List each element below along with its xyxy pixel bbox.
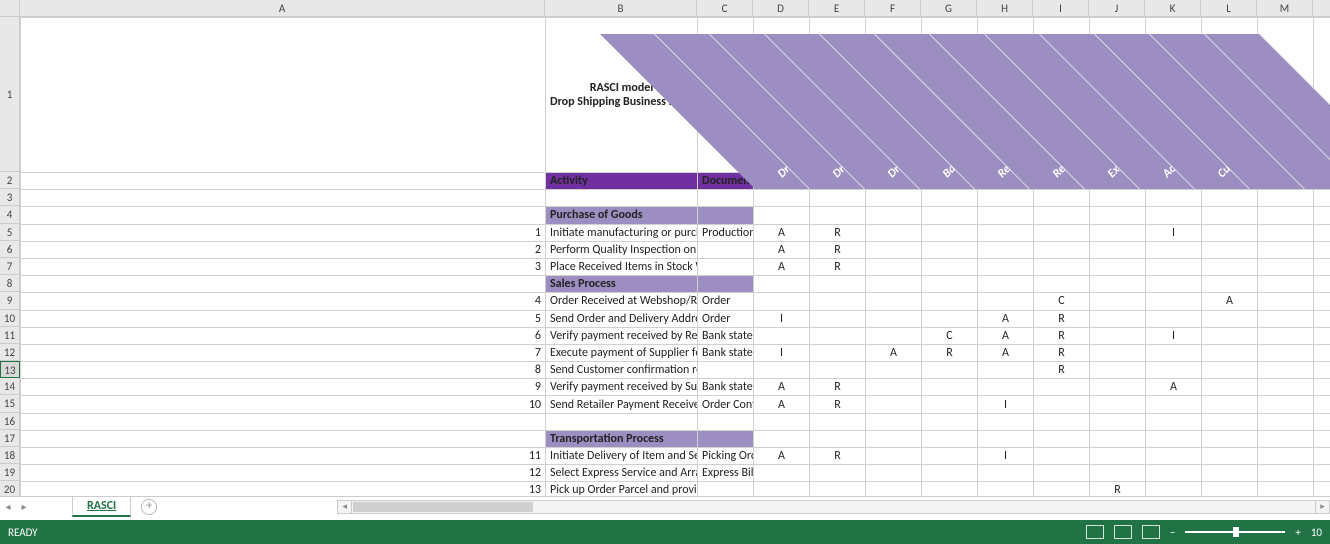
tab-nav-next[interactable]: ▸ xyxy=(16,500,32,513)
row-header-15[interactable]: 15 xyxy=(0,395,20,412)
scroll-left-icon[interactable]: ◂ xyxy=(338,501,352,513)
tab-nav-prev[interactable]: ◂ xyxy=(0,500,16,513)
zoom-value: 10 xyxy=(1311,526,1322,539)
col-header-L[interactable]: L xyxy=(1201,0,1257,17)
row-header-10[interactable]: 10 xyxy=(0,310,20,327)
row-header-11[interactable]: 11 xyxy=(0,327,20,344)
row-header-18[interactable]: 18 xyxy=(0,447,20,464)
status-ready: READY xyxy=(0,526,38,539)
col-header-H[interactable]: H xyxy=(977,0,1033,17)
sheet-tab-bar: ◂ ▸ RASCI + ◂ ▸ xyxy=(0,496,1330,516)
view-pagebreak-icon[interactable] xyxy=(1142,525,1160,539)
col-header-D[interactable]: D xyxy=(753,0,809,17)
row-headers: 1234567891011121314151617181920 xyxy=(0,17,20,496)
row-header-8[interactable]: 8 xyxy=(0,275,20,292)
scroll-right-icon[interactable]: ▸ xyxy=(1315,501,1329,513)
worksheet[interactable]: RASCI modelDrop Shipping Business Proces… xyxy=(20,17,1330,496)
status-bar: READY − + 10 xyxy=(0,520,1330,544)
col-header-A[interactable]: A xyxy=(20,0,545,17)
row-header-2[interactable]: 2 xyxy=(0,172,20,189)
new-sheet-button[interactable]: + xyxy=(141,499,157,515)
row-header-5[interactable]: 5 xyxy=(0,224,20,241)
zoom-out-icon[interactable]: − xyxy=(1170,526,1175,539)
sheet-tab-rasci[interactable]: RASCI xyxy=(72,496,131,517)
row-header-6[interactable]: 6 xyxy=(0,241,20,258)
view-pagelayout-icon[interactable] xyxy=(1114,525,1132,539)
row-header-7[interactable]: 7 xyxy=(0,258,20,275)
row-header-13[interactable]: 13 xyxy=(0,361,20,378)
zoom-in-icon[interactable]: + xyxy=(1295,526,1300,539)
spreadsheet-grid[interactable]: ABCDEFGHIJKLMN 1234567891011121314151617… xyxy=(0,0,1330,496)
view-normal-icon[interactable] xyxy=(1086,525,1104,539)
col-header-I[interactable]: I xyxy=(1033,0,1089,17)
row-header-16[interactable]: 16 xyxy=(0,413,20,430)
col-header-C[interactable]: C xyxy=(697,0,753,17)
col-header-N[interactable]: N xyxy=(1313,0,1330,17)
col-header-M[interactable]: M xyxy=(1257,0,1313,17)
col-header-K[interactable]: K xyxy=(1145,0,1201,17)
row-header-17[interactable]: 17 xyxy=(0,430,20,447)
zoom-slider[interactable] xyxy=(1185,531,1285,533)
row-header-14[interactable]: 14 xyxy=(0,378,20,395)
column-headers: ABCDEFGHIJKLMN xyxy=(0,0,1330,17)
row-header-9[interactable]: 9 xyxy=(0,292,20,309)
row-header-1[interactable]: 1 xyxy=(0,17,20,172)
col-header-B[interactable]: B xyxy=(545,0,697,17)
col-header-G[interactable]: G xyxy=(921,0,977,17)
horizontal-scrollbar[interactable]: ◂ ▸ xyxy=(337,500,1330,514)
col-header-F[interactable]: F xyxy=(865,0,921,17)
row-header-12[interactable]: 12 xyxy=(0,344,20,361)
row-header-3[interactable]: 3 xyxy=(0,189,20,206)
row-header-20[interactable]: 20 xyxy=(0,481,20,496)
select-all-corner[interactable] xyxy=(0,0,20,17)
scroll-thumb[interactable] xyxy=(353,502,533,512)
row-header-19[interactable]: 19 xyxy=(0,464,20,481)
row-header-4[interactable]: 4 xyxy=(0,206,20,223)
col-header-E[interactable]: E xyxy=(809,0,865,17)
col-header-J[interactable]: J xyxy=(1089,0,1145,17)
